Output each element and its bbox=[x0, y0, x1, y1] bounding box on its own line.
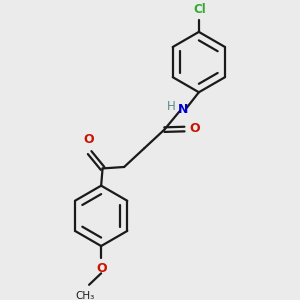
Text: O: O bbox=[83, 133, 94, 146]
Text: N: N bbox=[178, 103, 188, 116]
Text: CH₃: CH₃ bbox=[76, 291, 95, 300]
Text: Cl: Cl bbox=[193, 3, 206, 16]
Text: O: O bbox=[96, 262, 107, 275]
Text: H: H bbox=[167, 100, 176, 113]
Text: O: O bbox=[190, 122, 200, 135]
